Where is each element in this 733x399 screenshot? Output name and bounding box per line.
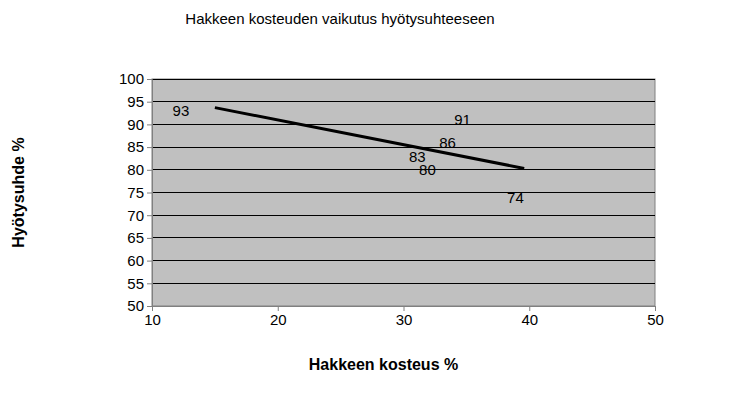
tick: 80 (127, 161, 152, 178)
tick-label: 20 (270, 311, 287, 328)
tick: 70 (127, 207, 152, 224)
tick: 10 (144, 306, 161, 328)
tick-label: 60 (127, 252, 144, 269)
data-label: 74 (507, 189, 524, 206)
data-label: 86 (439, 134, 456, 151)
tick-label: 55 (127, 275, 144, 292)
grid-line (152, 283, 655, 284)
data-label: 93 (173, 102, 190, 119)
tick-mark (147, 124, 152, 125)
tick-mark (147, 147, 152, 148)
tick-mark (147, 215, 152, 216)
tick-label: 50 (647, 311, 664, 328)
tick-label: 65 (127, 229, 144, 246)
tick: 30 (396, 306, 413, 328)
tick-mark (147, 170, 152, 171)
tick: 75 (127, 184, 152, 201)
tick-label: 75 (127, 184, 144, 201)
grid-line (152, 237, 655, 238)
tick: 50 (647, 306, 664, 328)
grid (152, 79, 655, 306)
plot-area (152, 79, 655, 306)
data-labels: 939186838074 (173, 102, 524, 205)
tick-label: 95 (127, 93, 144, 110)
tick: 90 (127, 116, 152, 133)
tick-label: 90 (127, 116, 144, 133)
plot-marks (215, 108, 524, 169)
grid-line (152, 169, 655, 170)
y-axis: 50 55 60 65 70 75 80 85 90 95 100 (119, 70, 153, 314)
data-label: 80 (419, 161, 436, 178)
tick-mark (147, 102, 152, 103)
tick-label: 10 (144, 311, 161, 328)
tick-label: 40 (521, 311, 538, 328)
trend-line (215, 108, 524, 169)
tick: 100 (119, 70, 152, 87)
tick-mark (147, 283, 152, 284)
grid-line (152, 215, 655, 216)
grid-line (152, 147, 655, 148)
axis-line (147, 80, 153, 307)
tick-mark (147, 193, 152, 194)
tick: 60 (127, 252, 152, 269)
tick: 55 (127, 275, 152, 292)
chart: 1020304050505560657075808590951009391868… (0, 0, 733, 399)
tick-label: 85 (127, 138, 144, 155)
data-label: 91 (454, 111, 471, 128)
tick-label: 30 (396, 311, 413, 328)
tick-label: 80 (127, 161, 144, 178)
tick: 65 (127, 229, 152, 246)
tick-mark (147, 238, 152, 239)
tick: 85 (127, 138, 152, 155)
grid-line (152, 79, 655, 80)
x-axis: 10 20 30 40 50 (144, 306, 664, 328)
tick-label: 70 (127, 207, 144, 224)
tick-label: 50 (127, 297, 144, 314)
tick-mark (147, 261, 152, 262)
x-axis-title: Hakkeen kosteus % (309, 356, 458, 373)
tick: 40 (521, 306, 538, 328)
y-axis-title: Hyötysuhde % (10, 137, 27, 247)
grid-line (152, 101, 655, 102)
title: Hakkeen kosteuden vaikutus hyötysuhteese… (185, 10, 494, 27)
tick-label: 100 (119, 70, 144, 87)
tick: 95 (127, 93, 152, 110)
grid-line (152, 192, 655, 193)
grid-line (152, 260, 655, 261)
tick: 50 (127, 297, 152, 314)
tick-mark (147, 306, 152, 307)
tick: 20 (270, 306, 287, 328)
tick-mark (147, 79, 152, 80)
grid-line (152, 124, 655, 125)
